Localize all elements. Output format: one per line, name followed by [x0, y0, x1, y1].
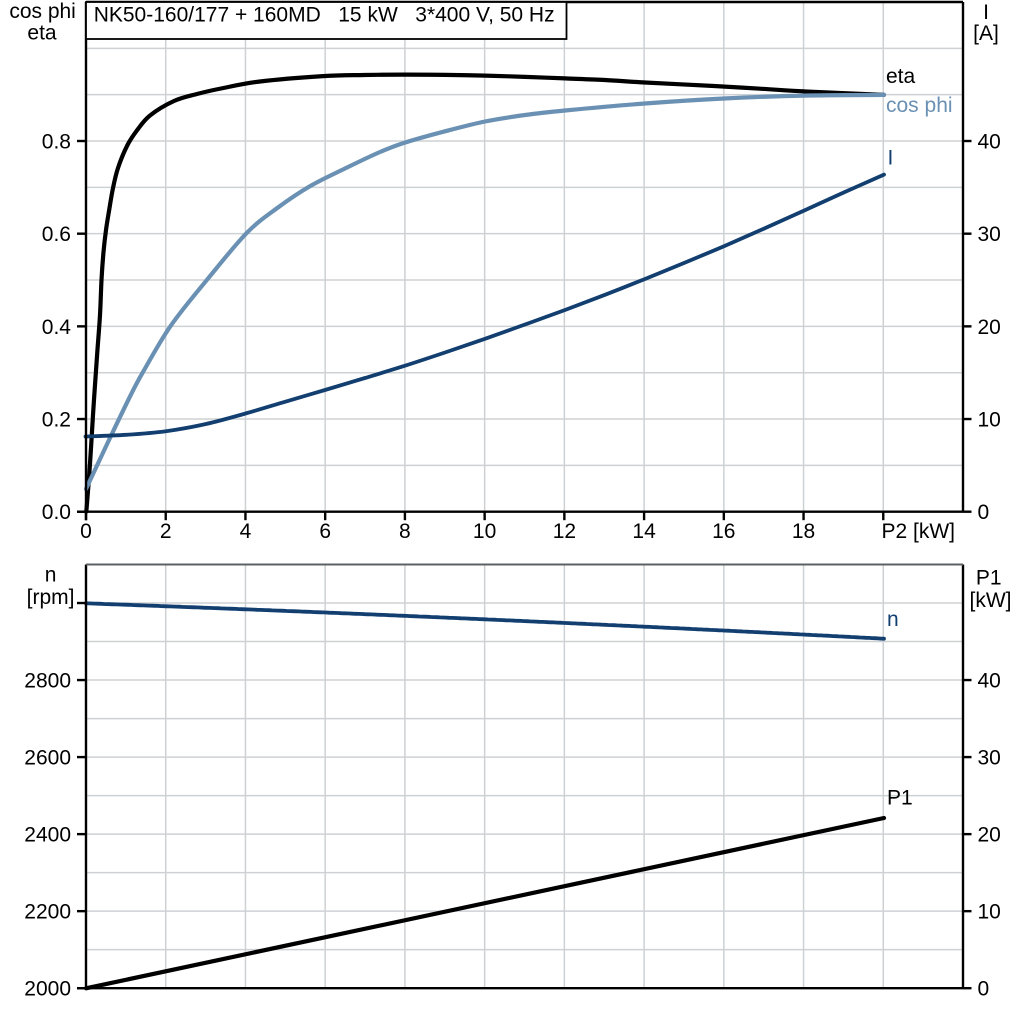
svg-text:12: 12 [553, 520, 576, 543]
svg-text:2200: 2200 [24, 901, 71, 924]
svg-text:0.0: 0.0 [42, 501, 71, 524]
svg-text:30: 30 [978, 747, 1001, 770]
svg-text:2800: 2800 [24, 670, 71, 693]
svg-text:20: 20 [978, 316, 1001, 339]
svg-text:0.2: 0.2 [42, 409, 71, 432]
svg-text:14: 14 [632, 520, 656, 543]
svg-text:eta: eta [886, 65, 916, 88]
svg-text:0.4: 0.4 [42, 316, 72, 339]
svg-text:0.8: 0.8 [42, 131, 71, 154]
svg-text:0: 0 [978, 501, 990, 524]
svg-text:NK50-160/177 + 160MD 15 kW: NK50-160/177 + 160MD 15 kW 3*400 V, 50 H… [94, 4, 555, 27]
svg-text:[rpm]: [rpm] [27, 586, 75, 609]
svg-text:n: n [45, 563, 57, 586]
svg-text:0: 0 [978, 978, 990, 1001]
svg-text:4: 4 [240, 520, 252, 543]
svg-text:10: 10 [473, 520, 496, 543]
svg-text:2600: 2600 [24, 747, 71, 770]
svg-text:10: 10 [978, 409, 1001, 432]
svg-text:0: 0 [80, 520, 92, 543]
svg-text:20: 20 [978, 824, 1001, 847]
svg-text:8: 8 [399, 520, 411, 543]
svg-text:2: 2 [160, 520, 172, 543]
svg-text:cos phi: cos phi [886, 94, 953, 117]
svg-text:2400: 2400 [24, 824, 71, 847]
svg-text:40: 40 [978, 670, 1001, 693]
svg-text:6: 6 [319, 520, 331, 543]
svg-text:n: n [887, 608, 899, 631]
svg-text:[A]: [A] [973, 22, 999, 45]
svg-text:eta: eta [27, 22, 57, 45]
svg-text:I: I [888, 147, 894, 170]
svg-text:0.6: 0.6 [42, 223, 71, 246]
svg-text:P2 [kW]: P2 [kW] [882, 520, 956, 543]
svg-text:2000: 2000 [24, 978, 71, 1001]
svg-text:P1: P1 [887, 787, 913, 810]
svg-text:[kW]: [kW] [970, 589, 1012, 612]
svg-text:cos phi: cos phi [9, 0, 76, 23]
svg-text:18: 18 [792, 520, 815, 543]
svg-text:40: 40 [978, 131, 1001, 154]
svg-text:10: 10 [978, 901, 1001, 924]
svg-text:30: 30 [978, 223, 1001, 246]
svg-text:I: I [983, 1, 989, 24]
svg-text:P1: P1 [976, 567, 1002, 590]
svg-text:16: 16 [712, 520, 735, 543]
